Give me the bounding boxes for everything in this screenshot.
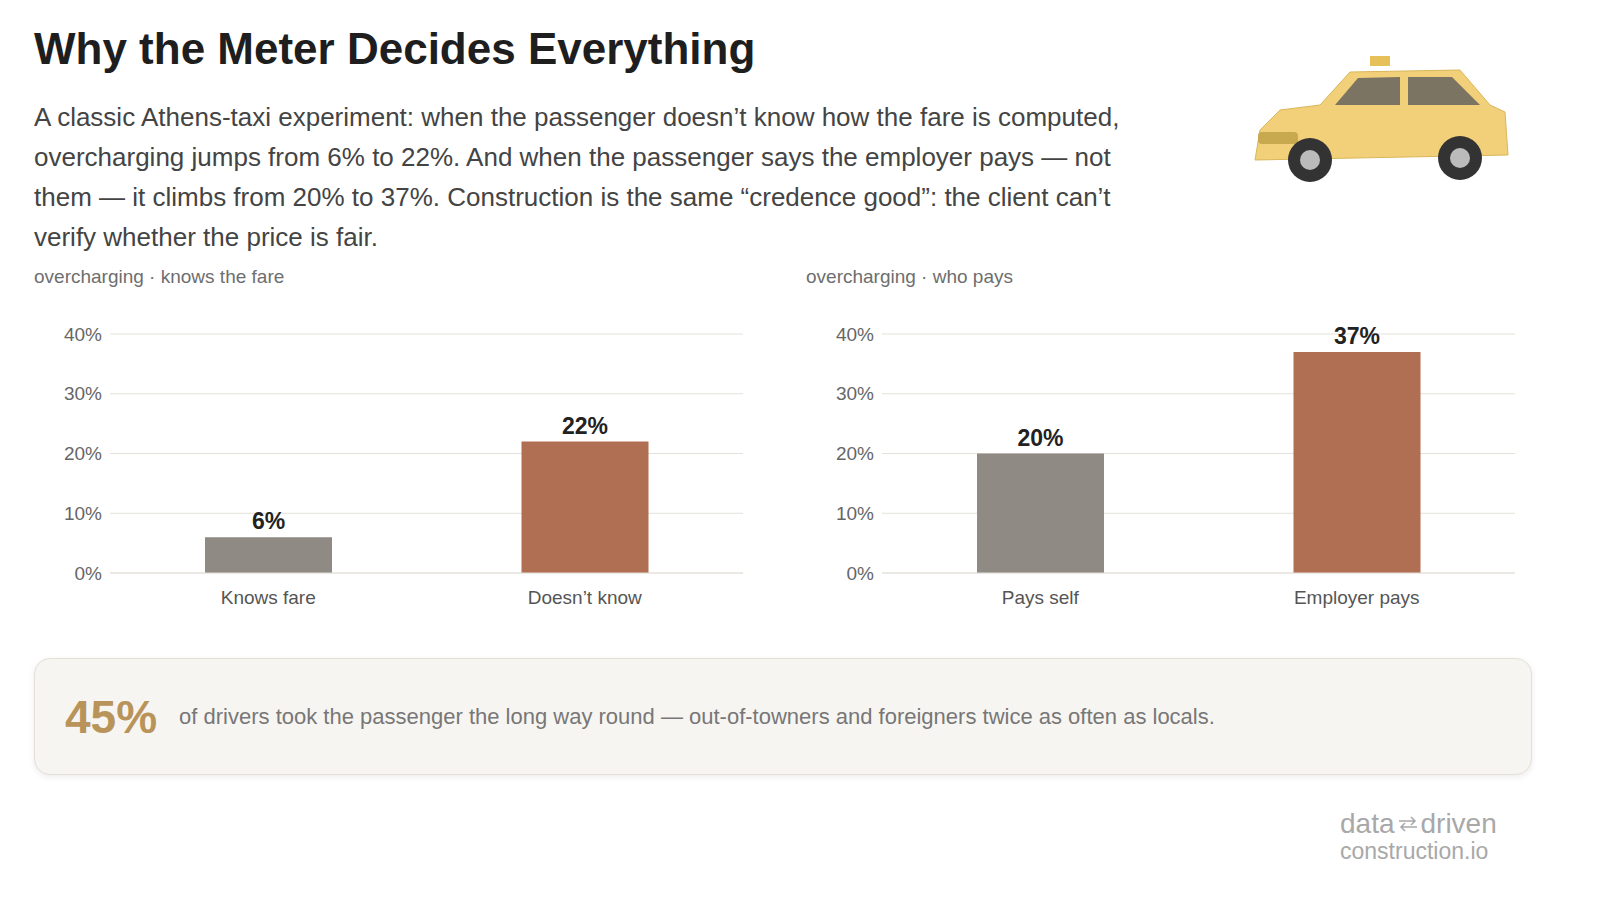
html-text:of drivers took the passenger: of drivers took the passenger the long w…: [179, 703, 1215, 729]
svg-text:Doesn’t know: Doesn’t know: [528, 587, 642, 608]
svg-text:37%: 37%: [1334, 323, 1380, 349]
svg-text:Employer pays: Employer pays: [1294, 587, 1420, 608]
svg-text:40%: 40%: [64, 324, 102, 345]
svg-text:Knows fare: Knows fare: [221, 587, 316, 608]
svg-text:20%: 20%: [836, 443, 874, 464]
html-text:overcharging · knows the fare: overcharging · knows the fare: [34, 266, 285, 287]
html-text:overcharging · who pays: overcharging · who pays: [806, 266, 1013, 287]
svg-text:10%: 10%: [64, 503, 102, 524]
html-text:45%: 45%: [65, 690, 158, 743]
svg-text:Pays self: Pays self: [1002, 587, 1080, 608]
html-text:data: data: [1340, 808, 1395, 839]
svg-text:30%: 30%: [64, 383, 102, 404]
svg-text:22%: 22%: [562, 413, 608, 439]
svg-text:10%: 10%: [836, 503, 874, 524]
svg-text:0%: 0%: [75, 563, 103, 584]
html-text:construction.io: construction.io: [1340, 838, 1489, 864]
svg-text:0%: 0%: [847, 563, 875, 584]
html-text:driven: driven: [1420, 808, 1497, 839]
html-text:Why the Meter Decides Everythi: Why the Meter Decides Everything: [34, 24, 756, 73]
svg-text:30%: 30%: [836, 383, 874, 404]
svg-text:40%: 40%: [836, 324, 874, 345]
svg-text:20%: 20%: [1017, 425, 1063, 451]
svg-text:20%: 20%: [64, 443, 102, 464]
svg-text:6%: 6%: [252, 508, 285, 534]
html-text:A classic Athens-taxi experime: A classic Athens-taxi experiment: when t…: [34, 102, 1120, 252]
